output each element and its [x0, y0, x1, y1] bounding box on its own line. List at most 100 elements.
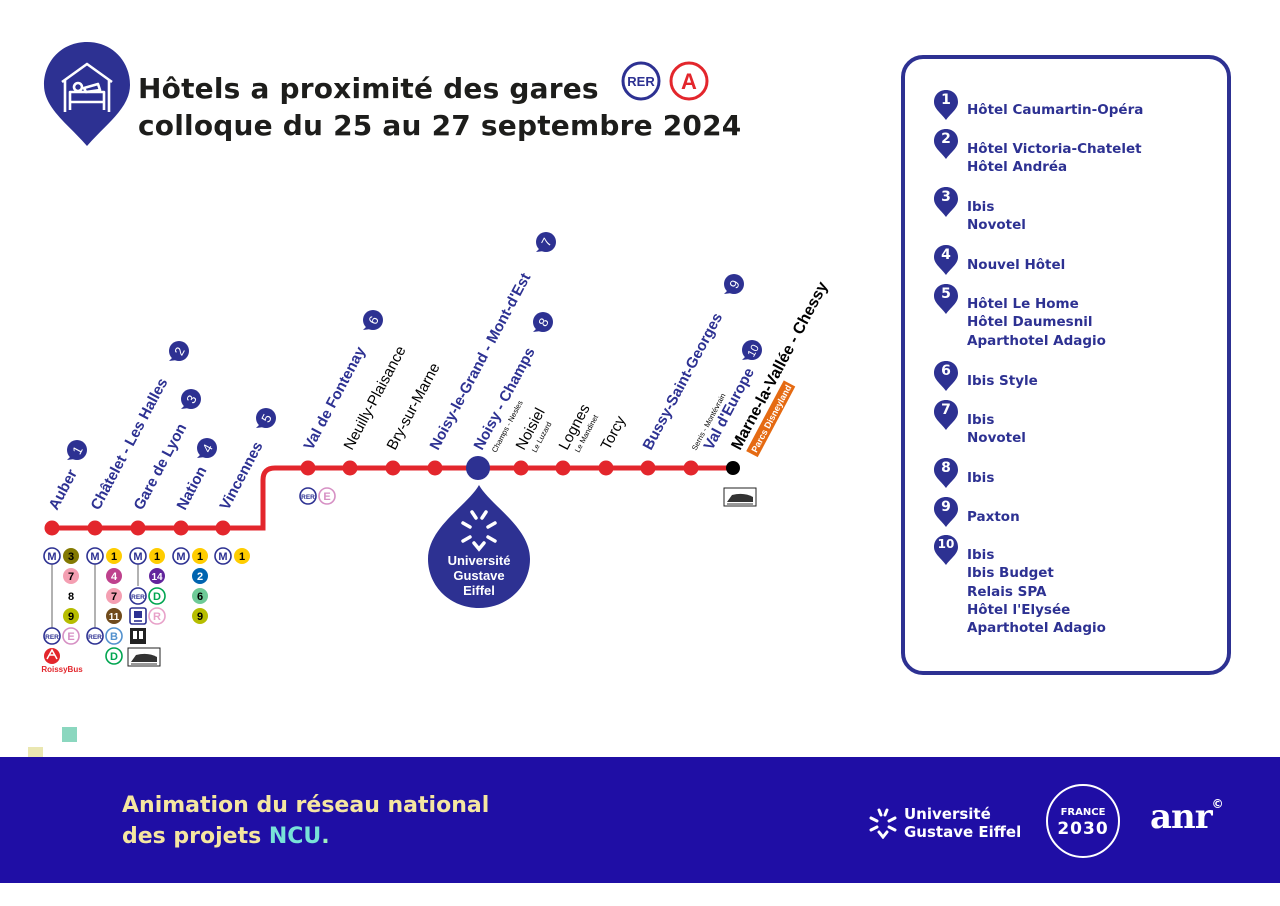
rer-icon-label: RER: [301, 494, 315, 501]
metro-line-6-icon: 6: [192, 588, 208, 604]
rer-line-letter: D: [110, 651, 118, 663]
legend-pin-icon: 4: [933, 244, 959, 275]
anr-logo: anr©: [1150, 797, 1224, 837]
hotel-name: Paxton: [967, 509, 1020, 525]
legend-pin-icon: 6: [933, 360, 959, 391]
rer-badge-label: RER: [627, 74, 655, 89]
legend-hotels: Ibis Ibis Budget Relais SPA Hôtel l'Elysée A…: [967, 546, 1106, 637]
station-name: Torcy: [598, 413, 630, 453]
hotel-name: Aparthotel Adagio: [967, 332, 1106, 349]
metro-line-4-icon: 4: [106, 568, 122, 584]
metro-line-number: 4: [111, 571, 118, 583]
metro-line-number: 1: [154, 551, 160, 563]
line-a-label: A: [681, 69, 697, 94]
metro-line-number: 7: [111, 591, 117, 603]
footer-tagline: Animation du réseau national des projets…: [122, 790, 489, 852]
legend-number: 9: [941, 499, 951, 515]
hotel-name: Ibis: [967, 412, 995, 428]
station-number-badge: 6: [363, 310, 383, 330]
legend-number: 1: [941, 92, 951, 108]
metro-line-1-icon: 1: [149, 548, 165, 564]
metro-line-1-icon: 1: [234, 548, 250, 564]
station-name: Nation: [174, 464, 211, 513]
footer-line1: Animation du réseau national: [122, 793, 490, 818]
station-4[interactable]: Nation 4: [173, 438, 218, 536]
station-name: Auber: [46, 466, 81, 512]
station-number: 10: [746, 343, 762, 359]
metro-line-number: 1: [239, 551, 245, 563]
legend-pin-icon: 10: [933, 534, 959, 565]
legend-hotels: Ibis Novotel: [967, 198, 1026, 235]
legend-number: 2: [941, 131, 951, 147]
hotel-name: Hôtel Victoria-Chatelet: [967, 141, 1142, 157]
rer-a-badge: RER A: [621, 61, 709, 101]
rer-a-line: [52, 465, 733, 531]
rer-line-letter: E: [323, 491, 330, 503]
legend-number: 5: [941, 286, 951, 302]
metro-line-8-icon: 8: [68, 591, 74, 603]
rer-line-B-icon: B: [105, 627, 123, 645]
station-name: Châtelet - Les Halles: [88, 375, 172, 513]
university-logo-icon: [461, 510, 497, 552]
rer-line-R-icon: R: [148, 607, 166, 625]
university-line2: Gustave: [453, 568, 504, 583]
metro-line-14-icon: 14: [149, 568, 165, 584]
france-2030-logo: FRANCE 2030: [1046, 784, 1120, 858]
rer-line-letter: D: [153, 591, 161, 603]
metro-line-number: 1: [197, 551, 203, 563]
anr-mark: ©: [1211, 797, 1224, 811]
metro-icon: M: [214, 547, 232, 565]
metro-icon-label: M: [90, 551, 99, 563]
hotel-name: Ibis Style: [967, 373, 1038, 389]
station-number-badge: 7: [536, 232, 556, 252]
hotel-name: Novotel: [967, 430, 1026, 447]
legend-hotels: Paxton: [967, 508, 1020, 526]
station-number-badge: 9: [724, 274, 744, 294]
rer-line-E-icon: E: [318, 487, 336, 505]
station-number-badge: 10: [742, 340, 762, 360]
legend-hotels: Ibis Novotel: [967, 411, 1026, 448]
metro-icon: M: [86, 547, 104, 565]
legend-hotels: Nouvel Hôtel: [967, 256, 1065, 274]
roissybus-icon: RoissyBus: [41, 648, 83, 674]
metro-line-number: 7: [68, 571, 74, 583]
rer-icon-label: RER: [131, 594, 145, 601]
footer-line2-prefix: des projets: [122, 824, 269, 849]
university-line1: Université: [448, 553, 511, 568]
metro-line-number: 9: [68, 611, 74, 623]
metro-line-2-icon: 2: [192, 568, 208, 584]
hotel-pin-icon: [44, 42, 130, 146]
metro-icon: M: [43, 547, 61, 565]
metro-line-number: 11: [109, 612, 120, 623]
metro-icon: M: [129, 547, 147, 565]
station-number-badge: 3: [181, 389, 201, 409]
hotel-name: Hôtel Caumartin-Opéra: [967, 102, 1144, 118]
anr-label: anr: [1150, 797, 1213, 837]
rer-icon: RER: [43, 627, 61, 645]
rer-icon: RER: [86, 627, 104, 645]
station-number-badge: 4: [197, 438, 217, 458]
metro-line-number: 1: [111, 551, 117, 563]
station-1[interactable]: Auber 1: [44, 440, 88, 536]
metro-line-number: 9: [197, 611, 203, 623]
metro-line-number: 3: [68, 551, 74, 563]
ug-line1: Université: [904, 805, 991, 823]
metro-line-7-icon: 7: [106, 588, 122, 604]
ncu-label: NCU: [268, 824, 322, 849]
transilien-icon: [129, 607, 147, 625]
ug-line2: Gustave Eiffel: [904, 823, 1022, 841]
legend-pin-icon: 3: [933, 186, 959, 217]
hotel-name: Hôtel l'Elysée: [967, 601, 1071, 618]
rer-line-letter: E: [67, 631, 74, 643]
metro-icon-label: M: [218, 551, 227, 563]
station-number-badge: 2: [169, 341, 189, 361]
metro-line-number: 6: [197, 591, 203, 603]
legend-number: 10: [937, 537, 955, 551]
hotel-name: Novotel: [967, 217, 1026, 234]
hotel-name: Hôtel Le Home: [967, 296, 1079, 312]
station-number-badge: 8: [533, 312, 553, 332]
tgv-train-icon: [127, 647, 161, 667]
